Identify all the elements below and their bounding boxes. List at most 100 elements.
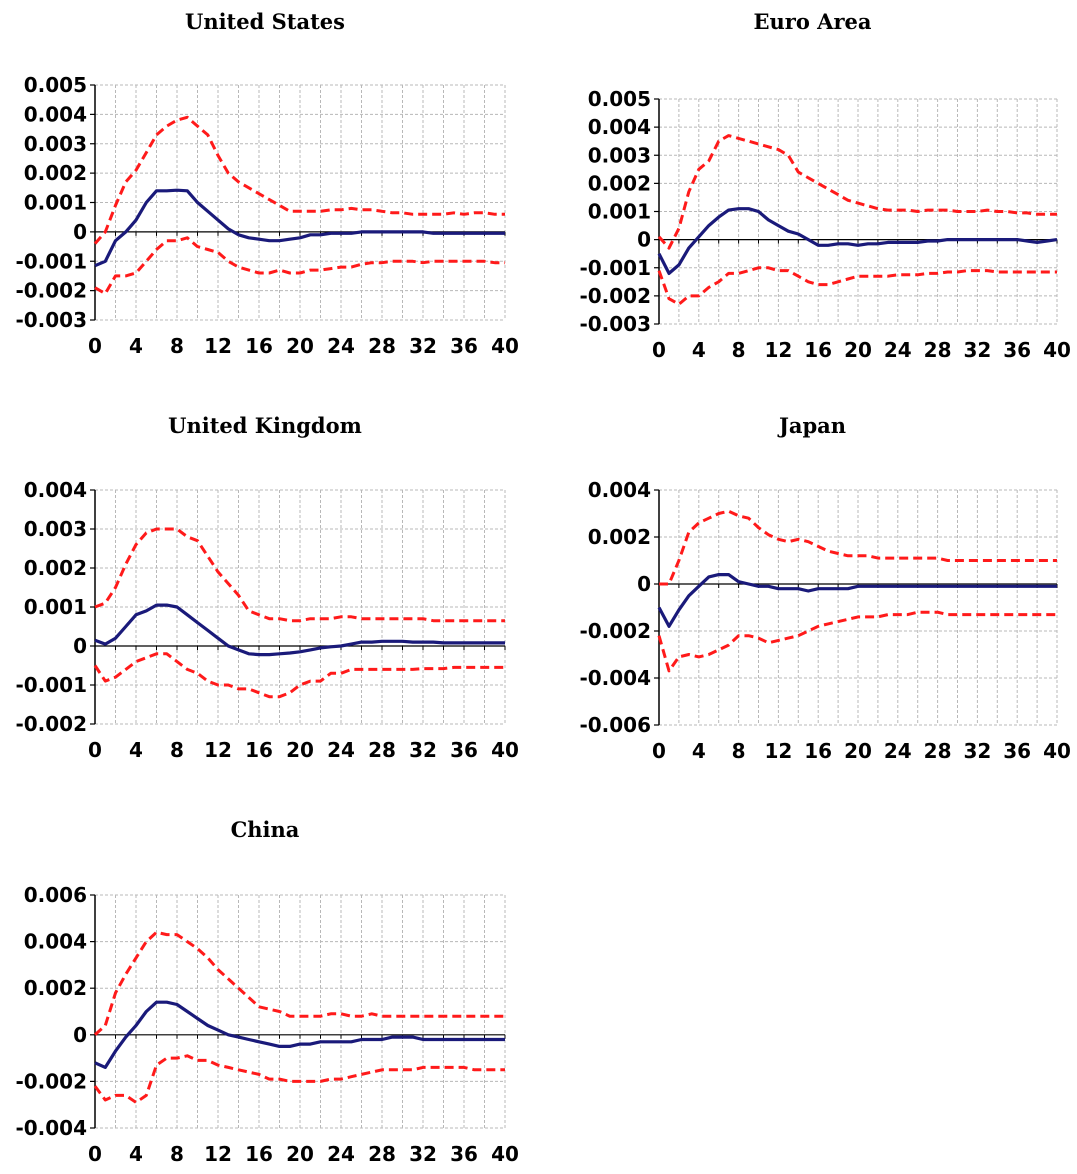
- x-tick-label: 16: [245, 1142, 273, 1166]
- y-tick-label: 0.002: [24, 161, 87, 185]
- series-line-estimate: [94, 603, 505, 657]
- y-tick-label: 0.002: [588, 171, 651, 195]
- x-tick-label: 4: [692, 338, 706, 362]
- y-tick-label: 0.005: [588, 87, 651, 111]
- y-tick-label: 0.002: [24, 976, 87, 1000]
- x-tick-label: 36: [1003, 338, 1031, 362]
- panel-china: China 0.006 0.004 0.002 0 -0.002 -0.004 0 4 8 12 1…: [0, 800, 530, 1174]
- panel-united-kingdom: United Kingdom 0.004 0.003 0.002 0.001 0 -0.0…: [0, 400, 530, 780]
- grid: [659, 489, 1058, 726]
- x-tick-label: 8: [170, 738, 184, 762]
- y-tick-label: -0.001: [15, 673, 87, 697]
- y-tick-label: -0.002: [15, 279, 87, 303]
- y-tick-label: 0: [637, 228, 651, 252]
- x-tick-label: 24: [327, 1142, 355, 1166]
- x-tick-label: 32: [963, 739, 991, 763]
- x-tick-label: 36: [450, 334, 478, 358]
- y-tick-label: 0.003: [24, 132, 87, 156]
- series-line-upper-band: [93, 115, 505, 245]
- x-tick-label: 8: [170, 334, 184, 358]
- x-tick-label: 20: [286, 738, 314, 762]
- x-tick-label: 8: [732, 338, 746, 362]
- x-tick-label: 16: [804, 739, 832, 763]
- x-tick-label: 0: [88, 334, 102, 358]
- x-tick-label: 4: [129, 738, 143, 762]
- grid: [95, 84, 506, 321]
- chart-euro-area: 0.005 0.004 0.003 0.002 0.001 0 -0.001 -0.002 -0…: [579, 87, 1071, 362]
- y-tick-label: 0.002: [588, 525, 651, 549]
- x-tick-label: 32: [409, 1142, 437, 1166]
- x-tick-label: 20: [286, 334, 314, 358]
- y-tick-label: 0.004: [24, 102, 87, 126]
- x-tick-label: 20: [844, 338, 872, 362]
- x-tick-label: 32: [409, 738, 437, 762]
- y-tick-label: -0.004: [15, 1116, 87, 1140]
- x-tick-label: 40: [1043, 739, 1071, 763]
- series-line-lower-band: [93, 1054, 505, 1104]
- y-tick-label: -0.002: [579, 284, 651, 308]
- y-tick-label: -0.003: [15, 308, 87, 332]
- x-tick-label: 20: [286, 1142, 314, 1166]
- y-tick-label: 0.004: [24, 930, 87, 954]
- series-line-estimate: [657, 207, 1058, 275]
- x-tick-label: 12: [204, 1142, 232, 1166]
- y-tick-label: 0.004: [588, 478, 651, 502]
- x-tick-label: 4: [692, 739, 706, 763]
- series-line-lower-band: [93, 652, 505, 699]
- series-line-estimate: [657, 573, 1057, 628]
- y-tick-label: 0: [73, 634, 87, 658]
- chart-title: Japan: [778, 413, 847, 438]
- chart-title: United Kingdom: [168, 413, 362, 438]
- x-tick-label: 24: [884, 739, 912, 763]
- y-tick-label: 0.001: [24, 595, 87, 619]
- x-tick-label: 16: [245, 738, 273, 762]
- x-tick-label: 20: [844, 739, 872, 763]
- x-tick-label: 12: [204, 334, 232, 358]
- x-tick-label: 28: [368, 1142, 396, 1166]
- x-tick-label: 4: [129, 334, 143, 358]
- x-tick-label: 12: [204, 738, 232, 762]
- grid: [95, 489, 506, 725]
- series-line-upper-band: [657, 134, 1057, 250]
- y-tick-label: 0.006: [24, 883, 87, 907]
- y-tick-label: 0.004: [588, 115, 651, 139]
- x-tick-label: 32: [409, 334, 437, 358]
- chart-united-states: 0.005 0.004 0.003 0.002 0.001 0 -0.001 -0.002 -0…: [15, 73, 519, 358]
- grid: [659, 98, 1058, 325]
- x-tick-label: 0: [88, 738, 102, 762]
- x-tick-label: 36: [450, 1142, 478, 1166]
- x-tick-label: 4: [129, 1142, 143, 1166]
- panel-united-states: United States 0.005 0.004 0.003 0.002 0.001 0…: [0, 0, 530, 380]
- y-tick-label: 0.001: [588, 200, 651, 224]
- y-tick-label: 0.004: [24, 478, 87, 502]
- x-tick-label: 36: [1003, 739, 1031, 763]
- y-tick-label: 0.003: [24, 517, 87, 541]
- x-tick-label: 40: [491, 1142, 519, 1166]
- x-tick-label: 40: [491, 334, 519, 358]
- x-tick-label: 0: [652, 739, 666, 763]
- x-tick-label: 8: [170, 1142, 184, 1166]
- series-line-upper-band: [93, 930, 505, 1036]
- x-tick-label: 0: [88, 1142, 102, 1166]
- y-tick-label: -0.001: [579, 256, 651, 280]
- panel-japan: Japan 0.004 0.002 0 -0.002 -0.004 -0.006 0 4 8 12…: [548, 400, 1077, 780]
- series-line-upper-band: [659, 509, 1057, 586]
- y-tick-label: -0.006: [579, 713, 651, 737]
- panel-euro-area: Euro Area 0.005 0.004 0.003 0.002 0.001 0 -0.0…: [548, 0, 1077, 380]
- x-tick-label: 24: [884, 338, 912, 362]
- series-line-lower-band: [94, 236, 505, 296]
- y-tick-label: 0: [73, 1023, 87, 1047]
- x-tick-label: 40: [491, 738, 519, 762]
- y-tick-label: -0.004: [579, 666, 651, 690]
- y-tick-label: 0.005: [24, 73, 87, 97]
- y-tick-label: -0.002: [15, 1069, 87, 1093]
- x-tick-label: 0: [652, 338, 666, 362]
- y-tick-label: 0.001: [24, 191, 87, 215]
- series-line-upper-band: [94, 527, 505, 623]
- x-tick-label: 40: [1043, 338, 1071, 362]
- chart-title: United States: [185, 9, 345, 34]
- x-tick-label: 28: [924, 739, 952, 763]
